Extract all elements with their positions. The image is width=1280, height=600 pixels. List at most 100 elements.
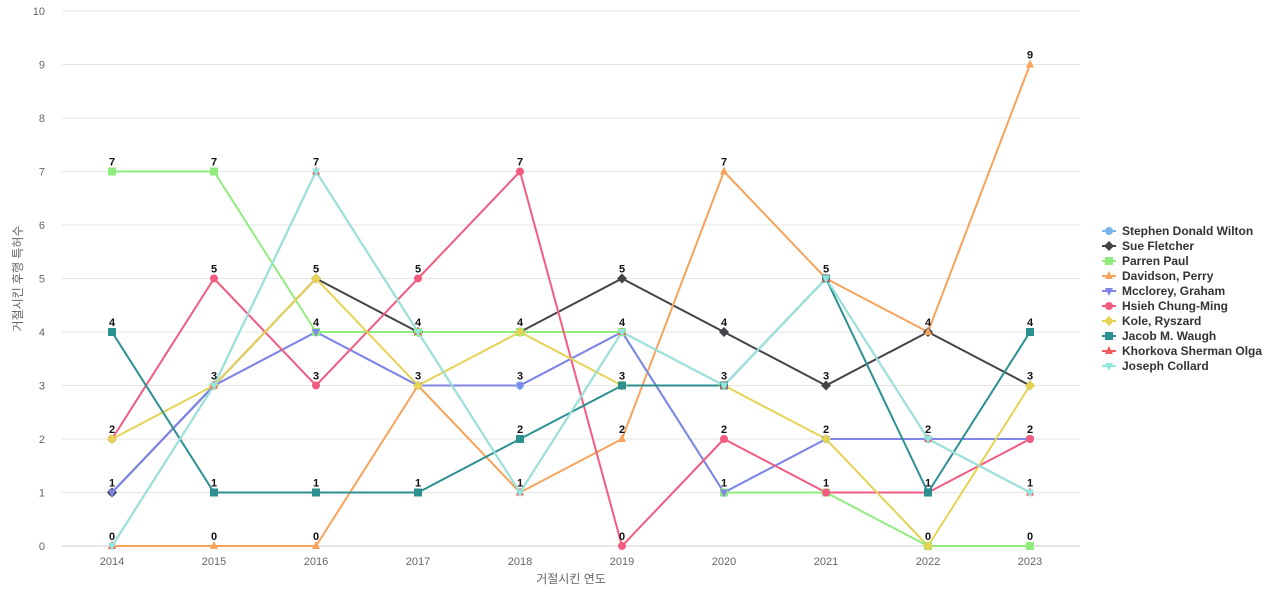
legend-label: Khorkova Sherman Olga (1122, 344, 1262, 358)
data-point (924, 327, 932, 335)
legend-item[interactable]: Jacob M. Waugh (1102, 329, 1216, 343)
data-point (618, 381, 626, 390)
data-label: 0 (109, 531, 115, 543)
legend-item[interactable]: Hsieh Chung-Ming (1102, 299, 1228, 313)
legend-item[interactable]: Parren Paul (1102, 254, 1189, 268)
data-point (413, 380, 423, 391)
legend-item[interactable]: Khorkova Sherman Olga (1102, 344, 1262, 358)
data-point (1026, 328, 1034, 336)
y-axis-title: 거절시킨 후행 특허수 (10, 225, 25, 331)
data-point (516, 382, 524, 391)
data-label: 3 (415, 371, 421, 383)
data-point (312, 488, 320, 497)
data-label: 1 (211, 478, 217, 490)
legend-marker-icon (1105, 227, 1113, 235)
series-line (112, 170, 1030, 547)
data-label: 3 (517, 371, 523, 383)
data-point (1025, 380, 1035, 391)
legend-item[interactable]: Davidson, Perry (1102, 269, 1214, 283)
legend-label: Jacob M. Waugh (1122, 329, 1216, 343)
data-label: 9 (1027, 50, 1033, 62)
x-tick-label: 2014 (100, 556, 124, 568)
legend-label: Joseph Collard (1122, 359, 1209, 373)
y-tick-label: 4 (39, 327, 45, 339)
y-tick-label: 6 (39, 220, 45, 232)
y-tick-label: 5 (39, 274, 45, 286)
data-label: 2 (925, 424, 931, 436)
legend-item[interactable]: Stephen Donald Wilton (1102, 224, 1253, 238)
x-tick-label: 2021 (814, 556, 838, 568)
data-point (1026, 542, 1034, 550)
data-label: 7 (517, 157, 523, 169)
data-label: 1 (823, 478, 829, 490)
legend-marker-icon (1105, 363, 1113, 371)
data-point (516, 435, 524, 443)
legend-label: Sue Fletcher (1122, 239, 1194, 253)
data-point (210, 274, 218, 283)
data-label: 1 (721, 478, 727, 490)
data-label: 0 (925, 531, 931, 543)
y-tick-label: 9 (39, 60, 45, 72)
x-tick-label: 2016 (304, 556, 328, 568)
data-point (312, 329, 320, 337)
data-point (108, 328, 116, 336)
data-point (312, 381, 320, 390)
data-label: 2 (1027, 424, 1033, 436)
legend-marker-icon (1104, 241, 1114, 251)
data-label: 2 (109, 424, 115, 436)
data-point (210, 488, 218, 497)
x-tick-label: 2022 (916, 556, 940, 568)
data-point (822, 488, 830, 497)
data-point (821, 380, 831, 391)
legend-item[interactable]: Sue Fletcher (1102, 239, 1194, 253)
data-label: 0 (1027, 531, 1033, 543)
data-point (821, 434, 831, 444)
data-label: 0 (211, 531, 217, 543)
legend-marker-icon (1105, 332, 1113, 340)
data-label: 1 (109, 478, 115, 490)
data-label: 2 (823, 424, 829, 436)
legend-label: Stephen Donald Wilton (1122, 224, 1253, 238)
data-label: 3 (619, 371, 625, 383)
data-point (414, 274, 422, 283)
data-label: 2 (619, 424, 625, 436)
legend-item[interactable]: Joseph Collard (1102, 359, 1209, 373)
data-point (108, 543, 116, 551)
legend-label: Kole, Ryszard (1122, 314, 1201, 328)
data-label: 2 (517, 424, 523, 436)
x-axis-title: 거절시킨 연도 (536, 572, 606, 586)
y-tick-label: 8 (39, 113, 45, 125)
legend-item[interactable]: Kole, Ryszard (1102, 314, 1201, 328)
data-label: 0 (619, 531, 625, 543)
data-label: 1 (925, 478, 931, 490)
data-point (312, 541, 320, 549)
data-label: 3 (1027, 371, 1033, 383)
data-label: 1 (415, 478, 421, 490)
data-point (719, 327, 729, 337)
data-label: 5 (619, 264, 625, 276)
data-point (1026, 489, 1034, 498)
data-label: 5 (211, 264, 217, 276)
legend-item[interactable]: Mcclorey, Graham (1102, 284, 1225, 298)
data-label: 4 (109, 317, 116, 329)
series-line (111, 170, 1031, 547)
y-tick-label: 3 (39, 381, 45, 393)
data-point (924, 488, 932, 497)
data-label: 4 (313, 317, 320, 329)
legend-label: Hsieh Chung-Ming (1122, 299, 1228, 313)
x-tick-label: 2015 (202, 556, 226, 568)
legend-label: Davidson, Perry (1122, 269, 1214, 283)
legend-marker-icon (1105, 271, 1113, 279)
data-point (516, 489, 524, 498)
data-point (210, 541, 218, 549)
y-tick-label: 1 (39, 488, 45, 500)
legend-label: Mcclorey, Graham (1122, 284, 1225, 298)
legend-marker-icon (1105, 257, 1113, 265)
data-label: 3 (823, 371, 829, 383)
data-point (618, 329, 626, 337)
x-tick-label: 2019 (610, 556, 634, 568)
data-label: 3 (313, 371, 319, 383)
